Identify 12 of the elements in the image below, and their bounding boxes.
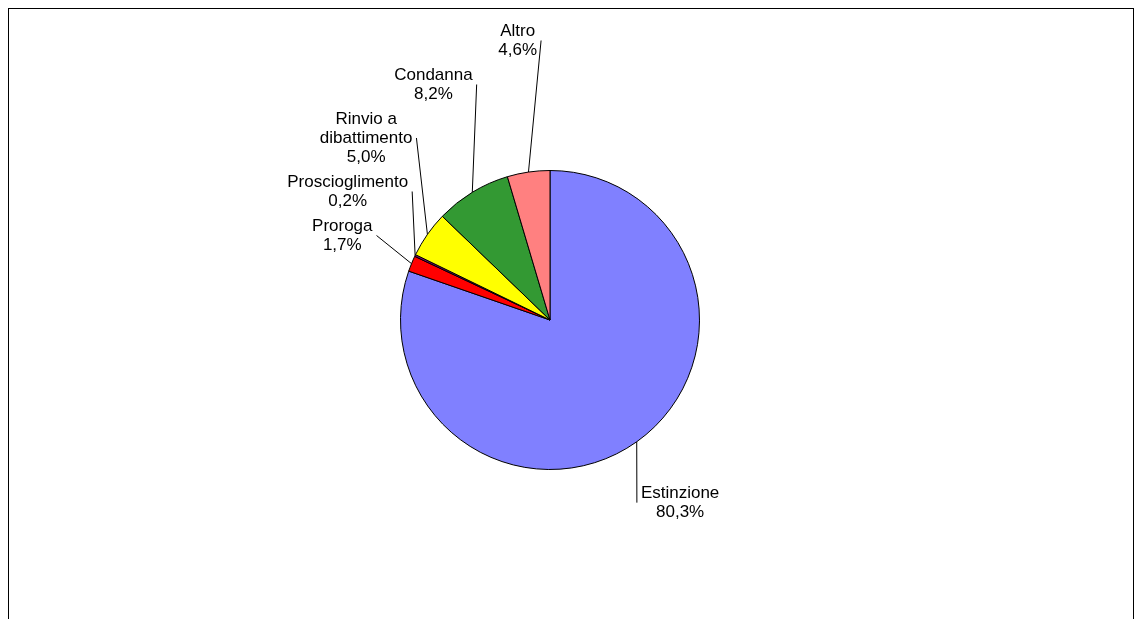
data-label: 8,2% (414, 83, 453, 103)
data-label: 4,6% (498, 39, 538, 59)
data-label: 0,2% (328, 190, 368, 210)
slice-label: Estinzione (640, 482, 720, 502)
slice-label: Condanna (394, 64, 474, 84)
data-label: 5,0% (346, 146, 386, 166)
slice-label: Altro (500, 20, 536, 40)
slice-label: Proscioglimento (287, 171, 409, 191)
data-label: 80,3% (655, 501, 705, 521)
data-label: 1,7% (322, 234, 362, 254)
slice-label: Rinvio a dibattimento (319, 108, 413, 147)
slice-label: Proroga (312, 215, 374, 235)
